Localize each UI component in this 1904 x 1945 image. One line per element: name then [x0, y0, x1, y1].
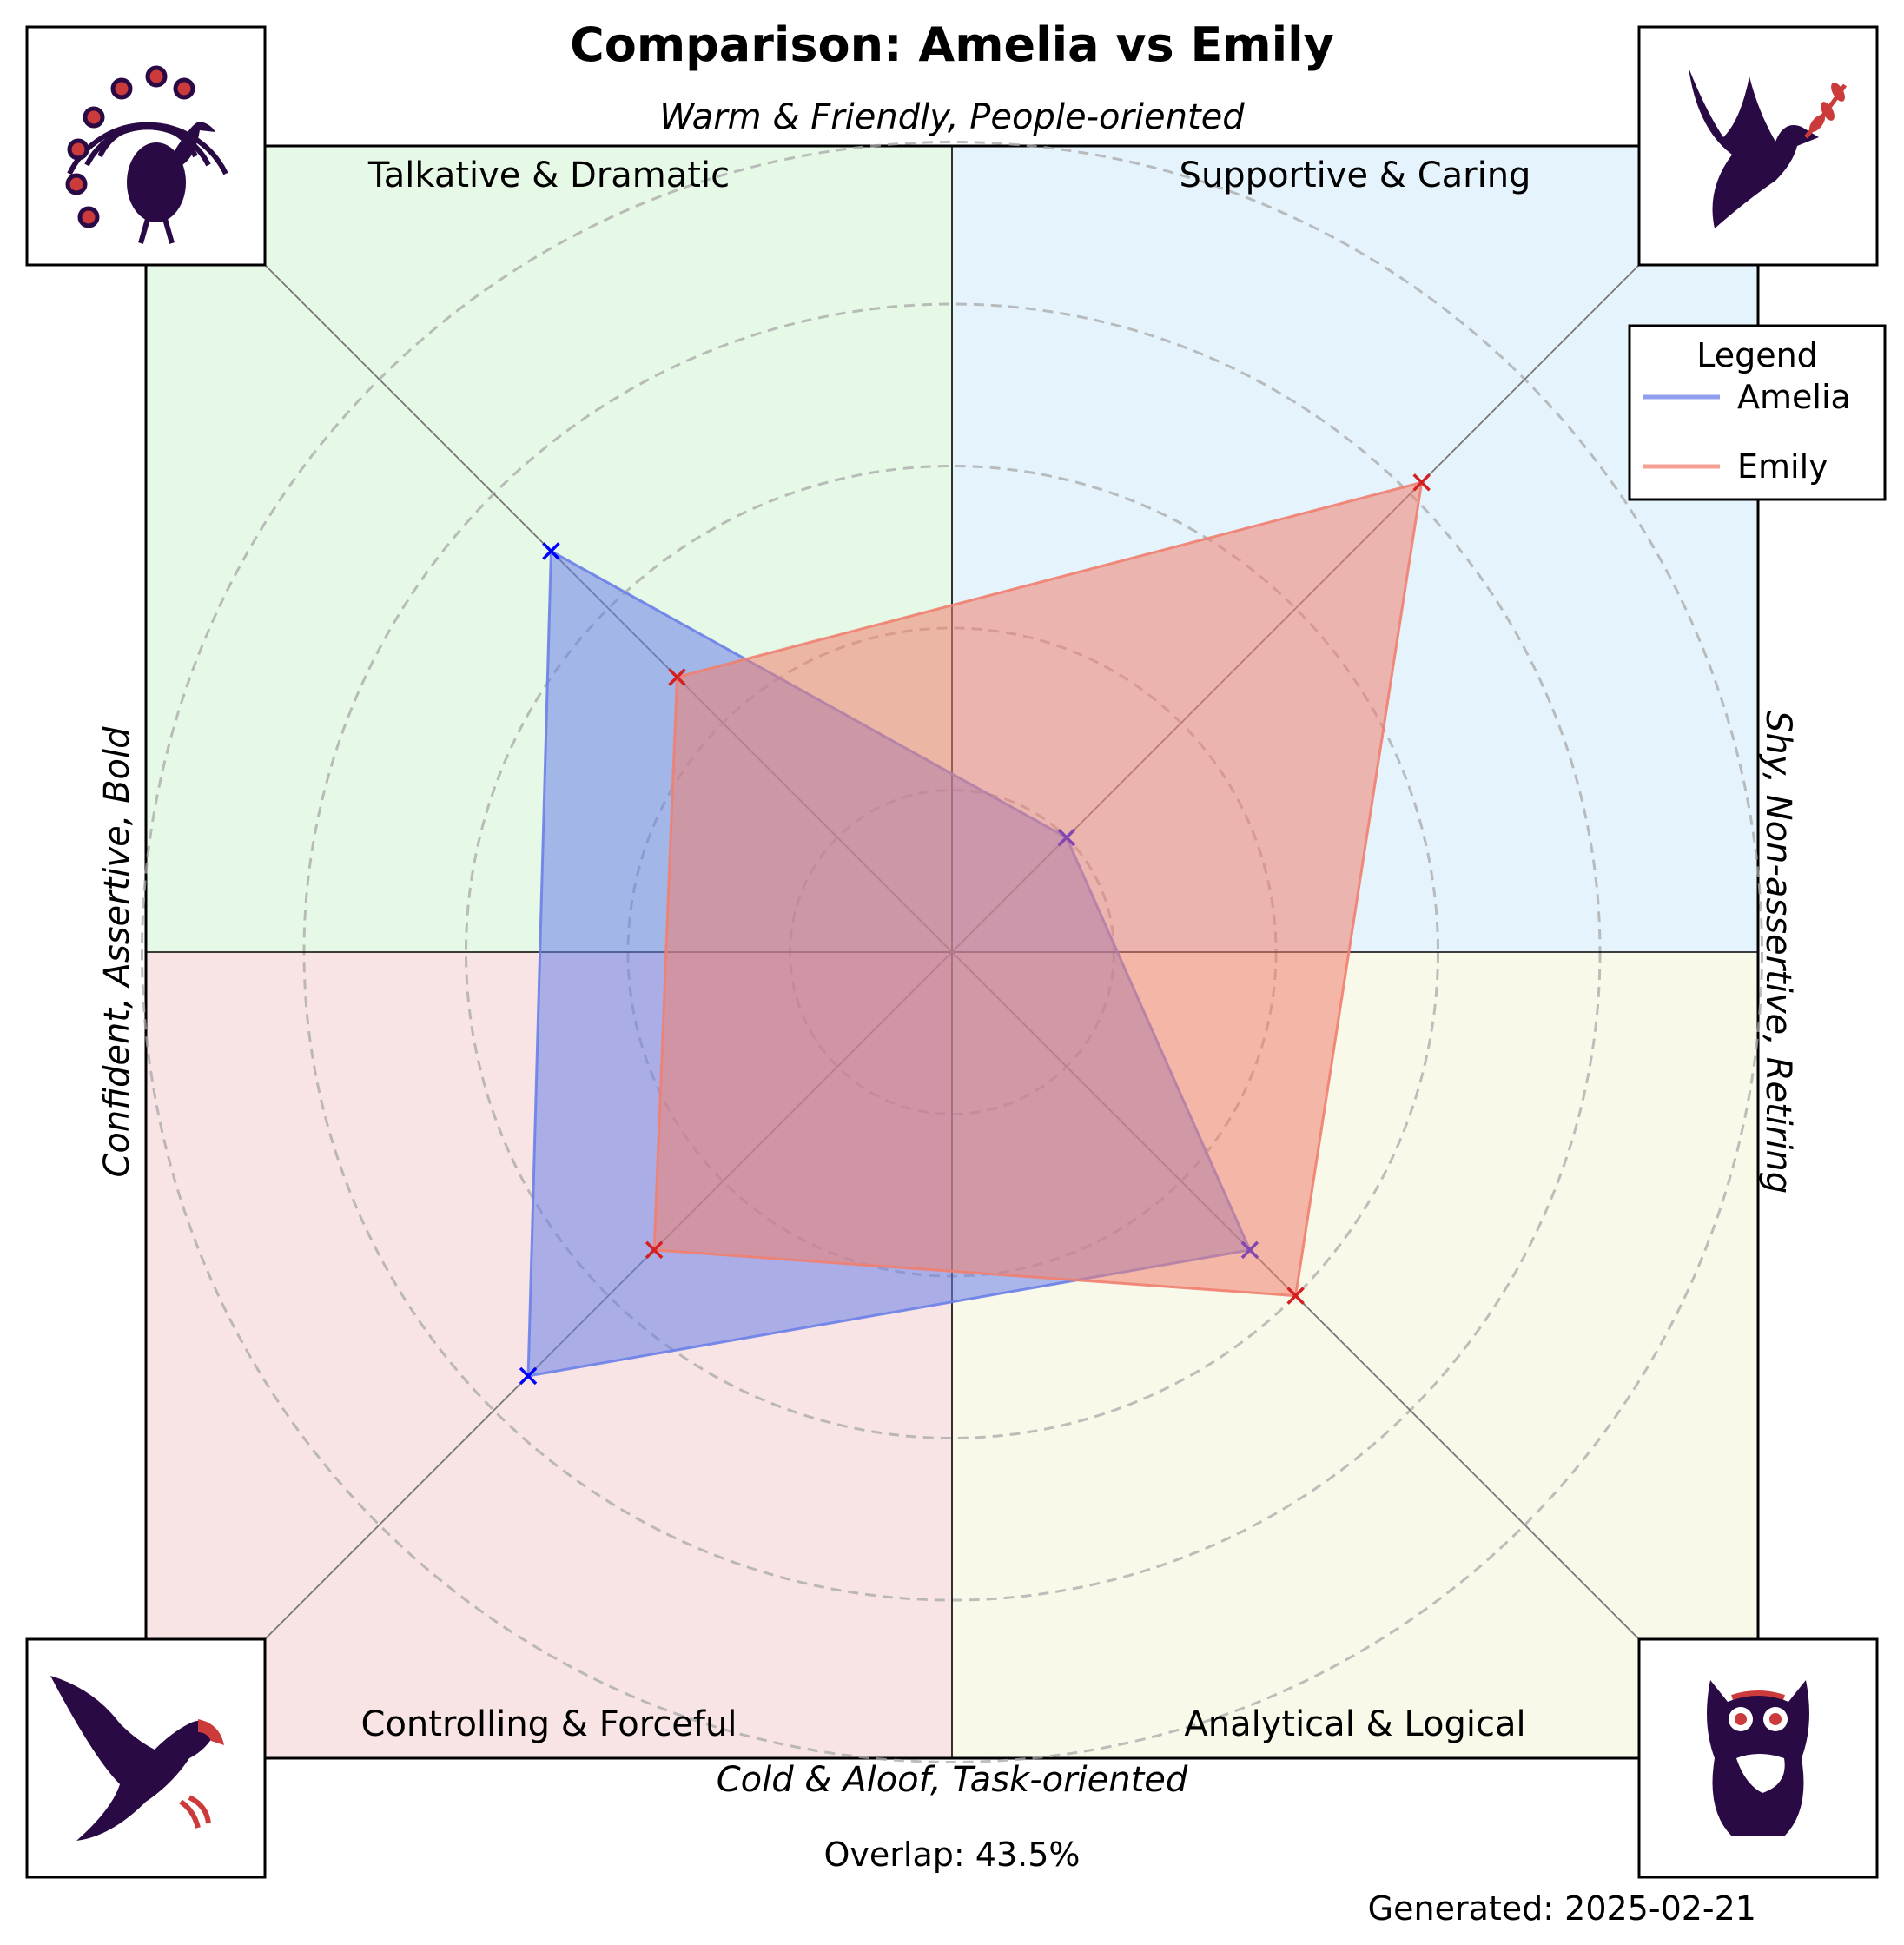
overlap-label: Overlap: 43.5%: [824, 1836, 1081, 1874]
axis-label-left: Confident, Assertive, Bold: [97, 726, 137, 1178]
legend-entry-emily: Emily: [1643, 447, 1828, 486]
quadrant-label-bottom-left: Controlling & Forceful: [361, 1704, 737, 1744]
peacock-icon: [25, 25, 267, 267]
quadrant-label-top-left: Talkative & Dramatic: [367, 155, 730, 195]
series-emily: [645, 473, 1431, 1305]
legend-label: Amelia: [1737, 378, 1851, 416]
legend-entries: Amelia Emily: [1643, 378, 1851, 486]
legend-title: Legend: [1696, 336, 1818, 374]
generated-label: Generated: 2025-02-21: [1368, 1889, 1756, 1928]
legend-label: Emily: [1737, 447, 1828, 486]
chart-title: Comparison: Amelia vs Emily: [570, 17, 1334, 72]
legend: Legend Amelia Emily: [1628, 324, 1887, 501]
legend-box: [1628, 324, 1887, 501]
eagle-icon: [25, 1637, 267, 1879]
data-point-amelia: [519, 1366, 538, 1386]
dove-icon: [1637, 25, 1879, 267]
quadrant-label-bottom-right: Analytical & Logical: [1184, 1704, 1525, 1744]
data-point-amelia: [542, 542, 560, 560]
quadrant-labels: Talkative & Dramatic Supportive & Caring C…: [361, 155, 1531, 1744]
quadrant-label-top-right: Supportive & Caring: [1180, 155, 1531, 195]
data-point-emily: [1286, 1287, 1305, 1305]
data-point-emily: [1412, 473, 1431, 492]
legend-entry-amelia: Amelia: [1643, 378, 1851, 416]
grid-ring: [141, 141, 1763, 1763]
axis-label-top: Warm & Friendly, People-oriented: [659, 97, 1245, 137]
owl-icon: [1637, 1637, 1879, 1879]
axis-label-right: Shy, Non-assertive, Retiring: [1758, 711, 1798, 1194]
data-point-emily: [645, 1240, 664, 1260]
series: [519, 473, 1431, 1386]
axis-label-bottom: Cold & Aloof, Task-oriented: [717, 1760, 1188, 1800]
data-point-emily: [668, 668, 686, 686]
